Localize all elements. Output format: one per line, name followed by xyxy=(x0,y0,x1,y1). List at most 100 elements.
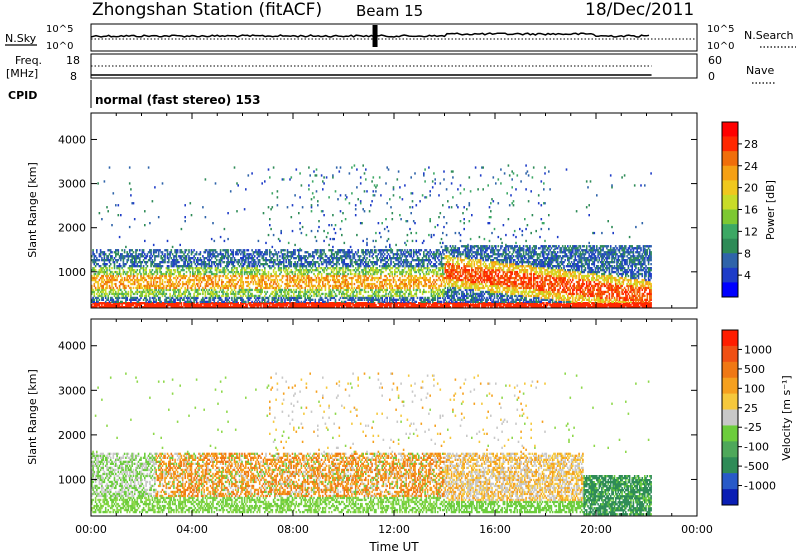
echo-cell xyxy=(221,306,223,309)
echo-cell xyxy=(140,286,142,290)
echo-cell xyxy=(151,288,154,292)
echo-cell xyxy=(565,302,568,305)
echo-cell xyxy=(407,294,410,298)
echo-cell xyxy=(375,306,377,309)
echo-cell xyxy=(371,278,373,282)
echo-cell xyxy=(272,265,275,268)
echo-cell xyxy=(144,253,146,256)
echo-cell xyxy=(108,286,111,290)
echo-cell xyxy=(122,255,125,258)
echo-cell xyxy=(341,306,343,309)
echo-cell xyxy=(121,292,123,296)
echo-cell xyxy=(152,294,155,298)
echo-cell xyxy=(411,302,414,305)
echo-cell xyxy=(269,265,271,268)
echo-cell xyxy=(160,302,162,305)
echo-cell xyxy=(154,284,156,288)
echo-cell xyxy=(122,261,125,264)
echo-cell xyxy=(320,251,323,254)
echo-cell xyxy=(359,302,362,305)
echo-cell xyxy=(116,292,118,296)
echo-cell xyxy=(175,261,178,264)
echo-cell xyxy=(198,286,200,290)
echo-cell xyxy=(97,304,99,307)
echo-cell xyxy=(649,306,651,309)
echo-cell xyxy=(238,261,241,264)
nsky-label: N.Sky xyxy=(5,32,37,45)
echo-cell xyxy=(245,261,247,264)
echo-cell xyxy=(296,261,299,264)
echo-cell xyxy=(155,276,157,280)
echo-cell xyxy=(245,294,247,298)
echo-cell xyxy=(221,304,223,307)
echo-cell xyxy=(210,302,213,305)
echo-cell xyxy=(517,304,520,307)
echo-cell xyxy=(647,302,650,305)
echo-cell xyxy=(102,288,104,292)
echo-cell xyxy=(390,278,392,282)
echo-cell xyxy=(109,272,112,276)
echo-cell xyxy=(161,282,164,286)
echo-cell xyxy=(117,302,120,305)
echo-cell xyxy=(579,304,582,307)
echo-cell xyxy=(568,304,570,307)
echo-cell xyxy=(349,255,352,258)
echo-cell xyxy=(140,278,142,282)
echo-cell xyxy=(272,274,275,278)
echo-cell xyxy=(613,306,616,309)
echo-cell xyxy=(406,263,409,266)
echo-cell xyxy=(181,284,184,288)
echo-cell xyxy=(486,304,488,307)
echo-cell xyxy=(459,306,462,309)
echo-cell xyxy=(253,304,256,307)
echo-cell xyxy=(250,306,252,309)
echo-cell xyxy=(144,294,146,298)
echo-cell xyxy=(164,255,166,258)
echo-cell xyxy=(237,280,239,284)
echo-cell xyxy=(535,304,537,307)
echo-cell xyxy=(113,257,116,260)
echo-cell xyxy=(401,304,404,307)
echo-cell xyxy=(113,282,116,286)
echo-cell xyxy=(248,267,251,270)
echo-cell xyxy=(160,304,162,307)
echo-cell xyxy=(361,306,363,309)
echo-cell xyxy=(184,265,186,268)
echo-cell xyxy=(286,278,289,282)
echo-cell xyxy=(144,276,146,280)
echo-cell xyxy=(222,294,224,298)
echo-cell xyxy=(205,304,208,307)
echo-cell xyxy=(390,261,392,264)
echo-cell xyxy=(612,302,614,305)
echo-cell xyxy=(357,249,359,252)
echo-cell xyxy=(462,306,464,309)
echo-cell xyxy=(359,276,362,280)
echo-cell xyxy=(359,280,362,284)
echo-cell xyxy=(180,251,183,254)
echo-cell xyxy=(121,278,123,282)
echo-cell xyxy=(623,304,626,307)
echo-cell xyxy=(570,302,573,305)
echo-cell xyxy=(169,288,171,292)
echo-cell xyxy=(385,263,387,266)
echo-cell xyxy=(354,272,357,276)
echo-cell xyxy=(262,276,265,280)
nsearch-tick-bottom: 10^0 xyxy=(707,41,734,52)
echo-cell xyxy=(329,267,332,270)
echo-cell xyxy=(176,251,179,254)
echo-cell xyxy=(123,249,126,252)
echo-cell xyxy=(141,253,144,256)
echo-cell xyxy=(299,292,301,296)
echo-cell xyxy=(116,306,118,309)
echo-cell xyxy=(232,290,234,294)
echo-cell xyxy=(166,267,169,270)
echo-cell xyxy=(400,259,402,262)
echo-cell xyxy=(111,298,113,301)
echo-cell xyxy=(474,306,477,309)
echo-cell xyxy=(188,263,190,266)
echo-cell xyxy=(108,259,111,262)
echo-cell xyxy=(375,286,377,290)
echo-cell xyxy=(149,304,151,307)
echo-cell xyxy=(116,302,118,305)
echo-cell xyxy=(453,304,455,307)
